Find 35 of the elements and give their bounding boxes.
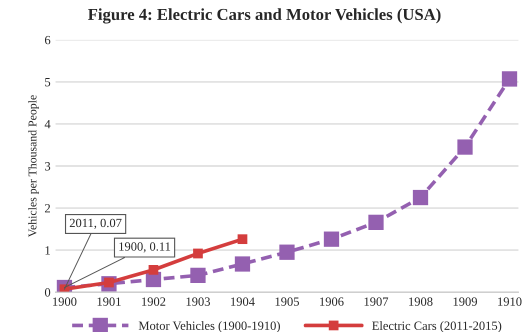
point bbox=[148, 265, 158, 275]
annotation: 2011, 0.07 bbox=[70, 218, 122, 229]
point bbox=[502, 71, 518, 87]
y-tick-label: 1 bbox=[46, 246, 50, 254]
y-tick-label: 6 bbox=[44, 36, 50, 44]
point bbox=[193, 248, 203, 258]
legend-label: Electric Cars (2011-2015) bbox=[372, 321, 502, 332]
y-tick-label: 2 bbox=[44, 204, 50, 212]
x-tick-label: 1905 bbox=[276, 297, 299, 306]
y-axis-title: Vehicles per Thousand People bbox=[28, 95, 39, 238]
x-tick-label: 1909 bbox=[454, 297, 477, 306]
point bbox=[279, 244, 295, 260]
point bbox=[324, 232, 340, 247]
y-tick-label: 4 bbox=[44, 120, 50, 128]
point bbox=[190, 268, 206, 283]
x-tick-label: 1902 bbox=[142, 297, 166, 306]
x-tick-label: 1906 bbox=[320, 297, 344, 306]
y-tick-label: 5 bbox=[45, 78, 50, 86]
point bbox=[234, 256, 250, 272]
chart-title: Figure 4: Electric Cars and Motor Vehicles (USA) bbox=[88, 8, 441, 24]
x-tick-label: 1900 bbox=[53, 297, 76, 306]
x-tick-label: 1907 bbox=[364, 297, 388, 306]
y-tick-label: 0 bbox=[44, 288, 50, 297]
x-tick-label: 1910 bbox=[498, 297, 522, 306]
x-tick-label: 1904 bbox=[231, 297, 255, 306]
point bbox=[238, 234, 248, 244]
y-tick-label: 3 bbox=[45, 162, 50, 170]
x-tick-label: 1908 bbox=[409, 297, 433, 306]
annotation: 1900, 0.11 bbox=[119, 242, 170, 253]
legend-label: Motor Vehicles (1900-1910) bbox=[138, 321, 280, 332]
point bbox=[457, 139, 473, 155]
point bbox=[368, 214, 384, 230]
x-tick-label: 1903 bbox=[186, 297, 210, 306]
point bbox=[412, 190, 428, 206]
x-tick-label: 1901 bbox=[98, 297, 121, 306]
